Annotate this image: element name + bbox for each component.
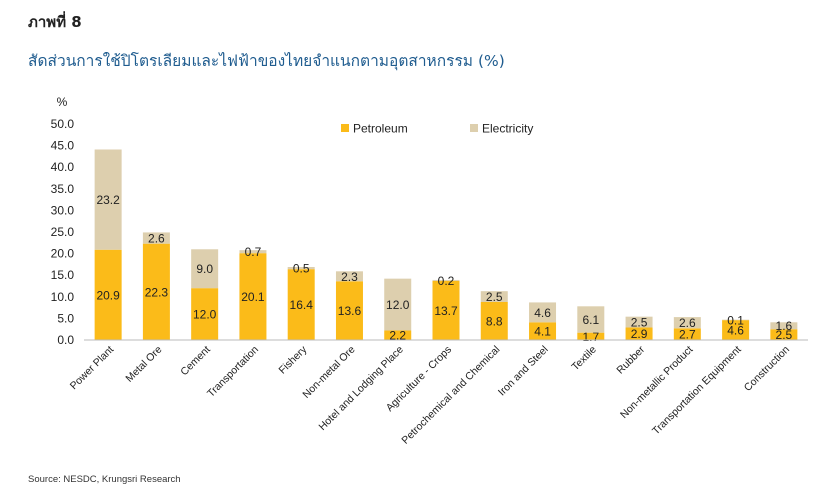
data-label-petroleum: 8.8 (486, 314, 503, 328)
data-label-electricity: 9.0 (196, 262, 213, 276)
bar-electricity-12 (673, 317, 701, 329)
bar-petroleum-5 (335, 281, 363, 340)
y-tick-label: 0.0 (57, 333, 74, 347)
bar-electricity-6 (384, 278, 412, 331)
bar-petroleum-3 (239, 253, 267, 340)
x-tick-label: Rubber (614, 343, 647, 376)
bar-electricity-8 (480, 291, 508, 302)
x-tick-label: Petrochemical and Chemical (399, 344, 502, 447)
x-tick-label: Transportation Equipment (650, 344, 744, 438)
x-tick-label: Textile (569, 344, 599, 374)
x-tick-label: Transportation (205, 344, 261, 400)
data-label-petroleum: 16.4 (290, 298, 314, 312)
y-tick-label: 35.0 (51, 182, 75, 196)
y-tick-label: 45.0 (51, 139, 75, 153)
bar-petroleum-1 (142, 243, 170, 340)
y-tick-label: 10.0 (51, 290, 75, 304)
data-label-petroleum: 4.1 (534, 325, 551, 339)
y-tick-label: 20.0 (51, 247, 75, 261)
data-label-electricity: 0.7 (245, 245, 262, 259)
data-label-petroleum: 4.6 (727, 324, 744, 338)
bar-petroleum-8 (480, 301, 508, 340)
stacked-bar-chart: % 0.0 5.0 10.0 15.0 20.0 25.0 30.0 35.0 40.0 45.0… (51, 95, 808, 447)
data-label-electricity: 6.1 (582, 313, 599, 327)
figure-label: ภาพที่ 8 (28, 13, 82, 31)
data-label-electricity: 2.3 (341, 270, 358, 284)
bar-petroleum-13 (722, 320, 750, 340)
bar-electricity-11 (625, 316, 653, 328)
bar-petroleum-6 (384, 330, 412, 340)
data-label-electricity: 0.5 (293, 262, 310, 276)
bar-electricity-4 (287, 266, 315, 270)
data-label-electricity: 23.2 (96, 193, 120, 207)
legend-label-petroleum: Petroleum (353, 122, 408, 136)
bar-petroleum-0 (94, 249, 122, 340)
bar-petroleum-4 (287, 269, 315, 340)
data-label-petroleum: 13.7 (434, 304, 458, 318)
source-note: Source: NESDC, Krungsri Research (28, 474, 181, 485)
data-label-electricity: 2.5 (486, 290, 503, 304)
chart-title: สัดส่วนการใช้ปิโตรเลียมและไฟฟ้าของไทยจำแ… (28, 52, 505, 70)
x-tick-label: Metal Ore (123, 344, 164, 385)
data-label-electricity: 0.2 (438, 274, 455, 288)
y-tick-label: 15.0 (51, 268, 75, 282)
data-label-petroleum: 2.7 (679, 328, 696, 342)
data-label-electricity: 2.5 (631, 316, 648, 330)
y-tick-label: 25.0 (51, 225, 75, 239)
bar-electricity-7 (432, 279, 460, 281)
bar-petroleum-7 (432, 280, 460, 340)
data-label-electricity: 0.1 (727, 313, 744, 327)
bar-electricity-10 (577, 306, 605, 333)
data-label-petroleum: 2.2 (389, 329, 406, 343)
y-tick-label: 50.0 (51, 117, 75, 131)
y-tick-label: 40.0 (51, 160, 75, 174)
bar-electricity-9 (529, 302, 557, 323)
data-label-electricity: 12.0 (386, 298, 410, 312)
data-label-petroleum: 22.3 (145, 285, 169, 299)
data-label-petroleum: 2.9 (631, 327, 648, 341)
bar-electricity-3 (239, 250, 267, 254)
bar-electricity-1 (142, 232, 170, 244)
data-label-electricity: 4.6 (534, 306, 551, 320)
x-tick-label: Cement (178, 344, 213, 379)
x-tick-label: Fishery (276, 343, 309, 376)
x-tick-label: Hotel and Lodging Place (316, 344, 406, 434)
legend-swatch-petroleum (341, 124, 349, 132)
data-label-electricity: 1.6 (776, 319, 793, 333)
data-label-petroleum: 20.1 (241, 290, 265, 304)
bar-petroleum-9 (529, 322, 557, 340)
x-tick-label: Power Plant (68, 344, 117, 393)
x-tick-label: Construction (742, 344, 792, 394)
bar-electricity-5 (335, 271, 363, 282)
data-label-petroleum: 20.9 (96, 288, 120, 302)
data-label-petroleum: 2.5 (776, 328, 793, 342)
data-label-electricity: 2.6 (148, 232, 165, 246)
bar-petroleum-11 (625, 327, 653, 340)
y-axis-label: % (57, 95, 68, 109)
data-label-petroleum: 12.0 (193, 308, 217, 322)
bar-electricity-2 (191, 249, 219, 289)
data-label-petroleum: 13.6 (338, 304, 362, 318)
legend-swatch-electricity (470, 124, 478, 132)
bar-electricity-0 (94, 149, 122, 250)
data-label-electricity: 2.6 (679, 316, 696, 330)
x-tick-label: Iron and Steel (496, 344, 551, 399)
bar-petroleum-14 (770, 329, 798, 340)
bar-electricity-14 (770, 322, 798, 330)
legend-label-electricity: Electricity (482, 122, 533, 136)
bar-petroleum-10 (577, 332, 605, 340)
bar-petroleum-2 (191, 288, 219, 340)
y-tick-label: 30.0 (51, 203, 75, 217)
bar-petroleum-12 (673, 328, 701, 340)
y-tick-label: 5.0 (57, 311, 74, 325)
